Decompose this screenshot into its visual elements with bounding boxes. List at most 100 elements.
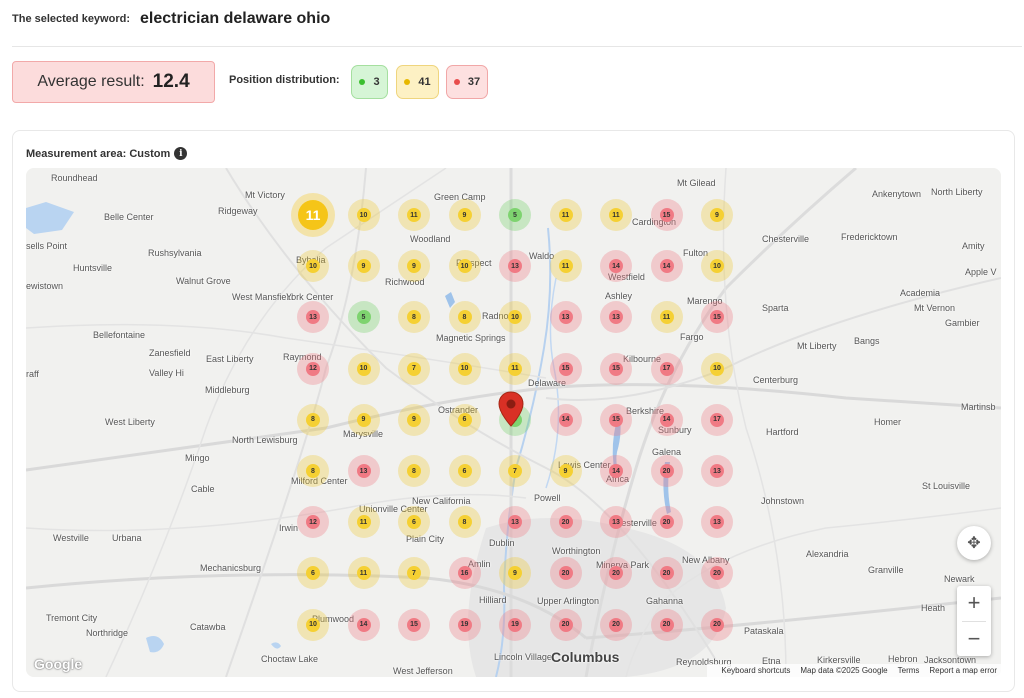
town-label: Plumwood bbox=[312, 614, 355, 624]
rank-marker[interactable]: 6 bbox=[448, 403, 481, 436]
rank-marker[interactable]: 19 bbox=[499, 608, 531, 641]
rank-marker[interactable]: 20 bbox=[650, 506, 683, 539]
rank-marker[interactable]: 13 bbox=[347, 455, 380, 487]
rank-marker[interactable]: 9 bbox=[347, 250, 380, 283]
rank-marker[interactable]: 11 bbox=[398, 199, 430, 231]
rank-marker[interactable]: 11 bbox=[291, 193, 335, 237]
rank-marker[interactable]: 12 bbox=[297, 352, 329, 385]
rank-marker[interactable]: 13 bbox=[297, 301, 329, 334]
google-logo[interactable]: Google bbox=[34, 656, 83, 672]
rank-marker[interactable]: 10 bbox=[448, 352, 481, 385]
rank-marker[interactable]: 8 bbox=[297, 403, 329, 436]
location-pin-icon[interactable] bbox=[498, 391, 524, 427]
info-icon[interactable]: i bbox=[174, 147, 188, 160]
rank-marker[interactable]: 10 bbox=[347, 199, 380, 231]
distribution-green-pill[interactable]: 3 bbox=[351, 65, 388, 99]
rank-marker[interactable]: 20 bbox=[600, 557, 632, 590]
report-map-error-link[interactable]: Report a map error bbox=[929, 666, 997, 675]
rank-marker[interactable]: 11 bbox=[650, 301, 683, 334]
rank-marker[interactable]: 13 bbox=[549, 301, 582, 334]
rank-marker[interactable]: 20 bbox=[549, 506, 582, 539]
rank-marker[interactable]: 17 bbox=[701, 403, 733, 436]
rank-marker[interactable]: 11 bbox=[549, 199, 582, 231]
rank-marker[interactable]: 9 bbox=[701, 199, 733, 231]
rank-marker[interactable]: 15 bbox=[650, 199, 683, 231]
rank-marker[interactable]: 10 bbox=[347, 352, 380, 385]
keyboard-shortcuts-link[interactable]: Keyboard shortcuts bbox=[721, 666, 791, 675]
camera-move-button[interactable]: ✥ bbox=[957, 526, 991, 560]
rank-marker[interactable]: 20 bbox=[701, 557, 733, 590]
rank-marker[interactable]: 20 bbox=[549, 608, 582, 641]
rank-marker[interactable]: 11 bbox=[549, 250, 582, 283]
rank-marker[interactable]: 10 bbox=[701, 352, 733, 385]
rank-marker[interactable]: 20 bbox=[650, 557, 683, 590]
distribution-yellow-pill[interactable]: 41 bbox=[396, 65, 439, 99]
rank-marker[interactable]: 8 bbox=[297, 455, 329, 487]
zoom-out-button[interactable]: − bbox=[967, 625, 981, 651]
rank-marker[interactable]: 13 bbox=[701, 506, 733, 539]
rank-marker[interactable]: 15 bbox=[398, 608, 430, 641]
rank-marker[interactable]: 16 bbox=[448, 557, 481, 590]
rank-marker[interactable]: 12 bbox=[297, 506, 329, 539]
rank-marker[interactable]: 15 bbox=[549, 352, 582, 385]
rank-marker[interactable]: 11 bbox=[347, 557, 380, 590]
rank-marker[interactable]: 8 bbox=[398, 301, 430, 334]
rank-marker[interactable]: 20 bbox=[701, 608, 733, 641]
rank-marker[interactable]: 6 bbox=[448, 455, 481, 487]
rank-marker[interactable]: 14 bbox=[650, 403, 683, 436]
town-label: Hartford bbox=[766, 427, 799, 437]
rank-marker[interactable]: 13 bbox=[499, 506, 531, 539]
rank-marker[interactable]: 14 bbox=[600, 455, 632, 487]
rank-marker[interactable]: 9 bbox=[448, 199, 481, 231]
red-dot-icon bbox=[453, 79, 460, 85]
rank-marker[interactable]: 20 bbox=[600, 608, 632, 641]
rank-marker[interactable]: 6 bbox=[297, 557, 329, 590]
rank-marker[interactable]: 7 bbox=[398, 557, 430, 590]
rank-marker[interactable]: 8 bbox=[448, 506, 481, 539]
rank-marker[interactable]: 5 bbox=[499, 199, 531, 231]
town-label: Newark bbox=[944, 574, 975, 584]
rank-marker[interactable]: 8 bbox=[398, 455, 430, 487]
rank-marker[interactable]: 14 bbox=[549, 403, 582, 436]
rank-marker[interactable]: 13 bbox=[701, 455, 733, 487]
rank-marker[interactable]: 14 bbox=[347, 608, 380, 641]
rank-value: 13 bbox=[306, 310, 320, 325]
rank-marker[interactable]: 19 bbox=[448, 608, 481, 641]
rank-marker[interactable]: 13 bbox=[499, 250, 531, 283]
rank-marker[interactable]: 9 bbox=[499, 557, 531, 590]
rank-marker[interactable]: 15 bbox=[701, 301, 733, 334]
rank-marker[interactable]: 11 bbox=[600, 199, 632, 231]
rank-marker[interactable]: 14 bbox=[650, 250, 683, 283]
rank-marker[interactable]: 15 bbox=[600, 403, 632, 436]
rank-marker[interactable]: 10 bbox=[448, 250, 481, 283]
rank-marker[interactable]: 8 bbox=[448, 301, 481, 334]
rank-marker[interactable]: 14 bbox=[600, 250, 632, 283]
rank-marker[interactable]: 20 bbox=[650, 455, 683, 487]
distribution-red-pill[interactable]: 37 bbox=[446, 65, 488, 99]
rank-marker[interactable]: 9 bbox=[398, 403, 430, 436]
rank-marker[interactable]: 10 bbox=[297, 250, 329, 283]
rank-marker[interactable]: 7 bbox=[398, 352, 430, 385]
rank-marker[interactable]: 7 bbox=[499, 455, 531, 487]
rank-marker[interactable]: 13 bbox=[600, 506, 632, 539]
rank-marker[interactable]: 10 bbox=[297, 608, 329, 641]
rank-marker[interactable]: 20 bbox=[549, 557, 582, 590]
zoom-in-button[interactable]: + bbox=[967, 590, 981, 616]
rank-marker[interactable]: 17 bbox=[650, 352, 683, 385]
rank-marker[interactable]: 13 bbox=[600, 301, 632, 334]
rank-marker[interactable]: 10 bbox=[499, 301, 531, 334]
rank-value: 10 bbox=[356, 361, 371, 376]
rank-marker[interactable]: 15 bbox=[600, 352, 632, 385]
rank-marker[interactable]: 11 bbox=[499, 352, 531, 385]
rank-marker[interactable]: 5 bbox=[347, 301, 380, 334]
rank-marker[interactable]: 20 bbox=[650, 608, 683, 641]
rank-marker[interactable]: 9 bbox=[549, 455, 582, 487]
rank-value: 7 bbox=[407, 566, 421, 581]
rank-marker[interactable]: 9 bbox=[398, 250, 430, 283]
map[interactable]: Roundhead Mt Victory Green Camp Mt Gilead An… bbox=[26, 168, 1001, 677]
rank-marker[interactable]: 9 bbox=[347, 403, 380, 436]
rank-marker[interactable]: 11 bbox=[347, 506, 380, 539]
terms-link[interactable]: Terms bbox=[897, 666, 920, 675]
rank-marker[interactable]: 6 bbox=[398, 506, 430, 539]
rank-marker[interactable]: 10 bbox=[701, 250, 733, 283]
